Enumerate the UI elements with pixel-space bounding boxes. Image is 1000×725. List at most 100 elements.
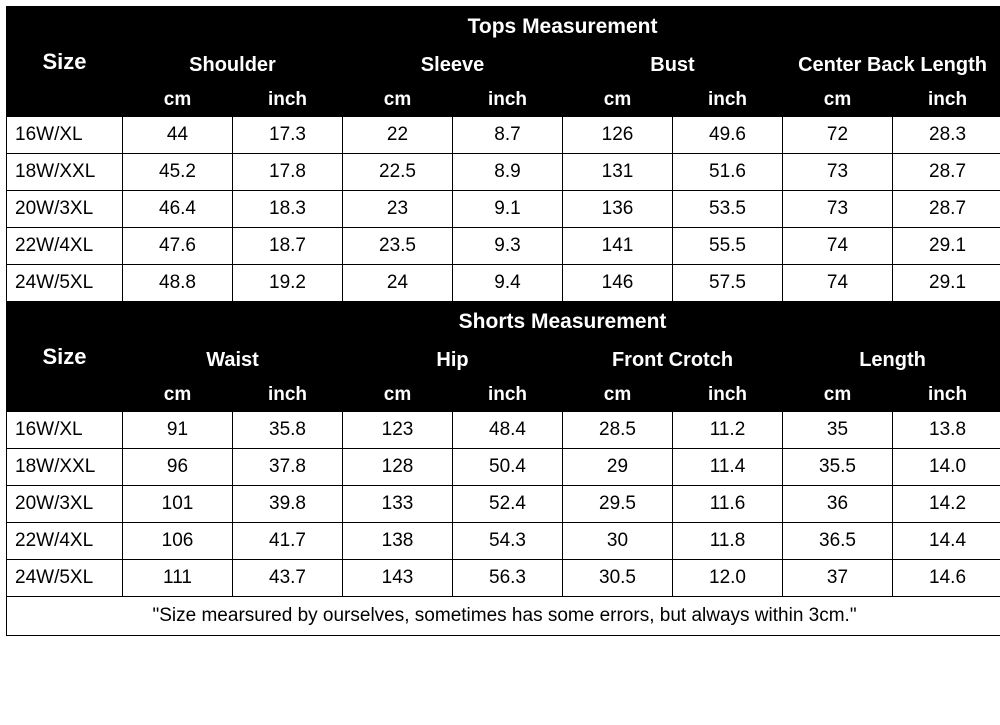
unit-cm: cm [563, 84, 673, 117]
shorts-title: Shorts Measurement [123, 302, 1000, 343]
unit-inch: inch [233, 379, 343, 412]
value-cell: 11.6 [673, 486, 783, 523]
value-cell: 13.8 [893, 412, 1000, 449]
value-cell: 30.5 [563, 560, 673, 597]
table-row: 18W/XXL 45.2 17.8 22.5 8.9 131 51.6 73 2… [7, 154, 1000, 191]
size-cell: 16W/XL [7, 117, 123, 154]
value-cell: 17.3 [233, 117, 343, 154]
value-cell: 8.9 [453, 154, 563, 191]
value-cell: 29 [563, 449, 673, 486]
unit-cm: cm [783, 84, 893, 117]
size-cell: 16W/XL [7, 412, 123, 449]
size-chart: Size Tops Measurement Shoulder Sleeve Bu… [0, 0, 1000, 642]
value-cell: 18.3 [233, 191, 343, 228]
table-row: 20W/3XL 101 39.8 133 52.4 29.5 11.6 36 1… [7, 486, 1000, 523]
value-cell: 37 [783, 560, 893, 597]
value-cell: 44 [123, 117, 233, 154]
value-cell: 143 [343, 560, 453, 597]
value-cell: 43.7 [233, 560, 343, 597]
unit-inch: inch [893, 84, 1000, 117]
value-cell: 22.5 [343, 154, 453, 191]
value-cell: 22 [343, 117, 453, 154]
value-cell: 23.5 [343, 228, 453, 265]
value-cell: 52.4 [453, 486, 563, 523]
measurement-note: "Size mearsured by ourselves, sometimes … [7, 597, 1000, 636]
unit-inch: inch [453, 379, 563, 412]
value-cell: 41.7 [233, 523, 343, 560]
value-cell: 48.8 [123, 265, 233, 302]
value-cell: 74 [783, 228, 893, 265]
unit-inch: inch [673, 84, 783, 117]
value-cell: 47.6 [123, 228, 233, 265]
value-cell: 11.8 [673, 523, 783, 560]
value-cell: 111 [123, 560, 233, 597]
unit-cm: cm [343, 379, 453, 412]
value-cell: 28.5 [563, 412, 673, 449]
value-cell: 23 [343, 191, 453, 228]
size-header: Size [7, 7, 123, 117]
table-row: 22W/4XL 47.6 18.7 23.5 9.3 141 55.5 74 2… [7, 228, 1000, 265]
value-cell: 51.6 [673, 154, 783, 191]
value-cell: 8.7 [453, 117, 563, 154]
value-cell: 73 [783, 154, 893, 191]
group-front-crotch: Front Crotch [563, 343, 783, 379]
value-cell: 29.5 [563, 486, 673, 523]
value-cell: 123 [343, 412, 453, 449]
tops-title: Tops Measurement [123, 7, 1000, 48]
value-cell: 55.5 [673, 228, 783, 265]
value-cell: 72 [783, 117, 893, 154]
unit-cm: cm [343, 84, 453, 117]
value-cell: 24 [343, 265, 453, 302]
size-cell: 22W/4XL [7, 228, 123, 265]
unit-inch: inch [893, 379, 1000, 412]
group-length: Length [783, 343, 1000, 379]
size-header: Size [7, 302, 123, 412]
value-cell: 138 [343, 523, 453, 560]
value-cell: 36 [783, 486, 893, 523]
value-cell: 28.7 [893, 191, 1000, 228]
unit-cm: cm [783, 379, 893, 412]
table-row: 22W/4XL 106 41.7 138 54.3 30 11.8 36.5 1… [7, 523, 1000, 560]
shorts-unit-row: cm inch cm inch cm inch cm inch [7, 379, 1000, 412]
value-cell: 28.3 [893, 117, 1000, 154]
value-cell: 9.1 [453, 191, 563, 228]
table-row: 16W/XL 91 35.8 123 48.4 28.5 11.2 35 13.… [7, 412, 1000, 449]
group-center-back-length: Center Back Length [783, 48, 1000, 84]
value-cell: 101 [123, 486, 233, 523]
value-cell: 73 [783, 191, 893, 228]
value-cell: 106 [123, 523, 233, 560]
value-cell: 29.1 [893, 228, 1000, 265]
value-cell: 19.2 [233, 265, 343, 302]
group-bust: Bust [563, 48, 783, 84]
value-cell: 37.8 [233, 449, 343, 486]
value-cell: 49.6 [673, 117, 783, 154]
size-cell: 24W/5XL [7, 265, 123, 302]
shorts-group-row: Waist Hip Front Crotch Length [7, 343, 1000, 379]
value-cell: 14.0 [893, 449, 1000, 486]
size-cell: 20W/3XL [7, 191, 123, 228]
value-cell: 14.2 [893, 486, 1000, 523]
value-cell: 30 [563, 523, 673, 560]
table-row: 24W/5XL 48.8 19.2 24 9.4 146 57.5 74 29.… [7, 265, 1000, 302]
value-cell: 45.2 [123, 154, 233, 191]
value-cell: 36.5 [783, 523, 893, 560]
value-cell: 14.6 [893, 560, 1000, 597]
table-row: 20W/3XL 46.4 18.3 23 9.1 136 53.5 73 28.… [7, 191, 1000, 228]
table-row: 16W/XL 44 17.3 22 8.7 126 49.6 72 28.3 [7, 117, 1000, 154]
group-waist: Waist [123, 343, 343, 379]
value-cell: 136 [563, 191, 673, 228]
size-cell: 20W/3XL [7, 486, 123, 523]
group-shoulder: Shoulder [123, 48, 343, 84]
value-cell: 96 [123, 449, 233, 486]
group-sleeve: Sleeve [343, 48, 563, 84]
value-cell: 50.4 [453, 449, 563, 486]
tops-unit-row: cm inch cm inch cm inch cm inch [7, 84, 1000, 117]
value-cell: 46.4 [123, 191, 233, 228]
value-cell: 146 [563, 265, 673, 302]
value-cell: 126 [563, 117, 673, 154]
value-cell: 57.5 [673, 265, 783, 302]
value-cell: 11.2 [673, 412, 783, 449]
size-cell: 22W/4XL [7, 523, 123, 560]
value-cell: 133 [343, 486, 453, 523]
value-cell: 18.7 [233, 228, 343, 265]
